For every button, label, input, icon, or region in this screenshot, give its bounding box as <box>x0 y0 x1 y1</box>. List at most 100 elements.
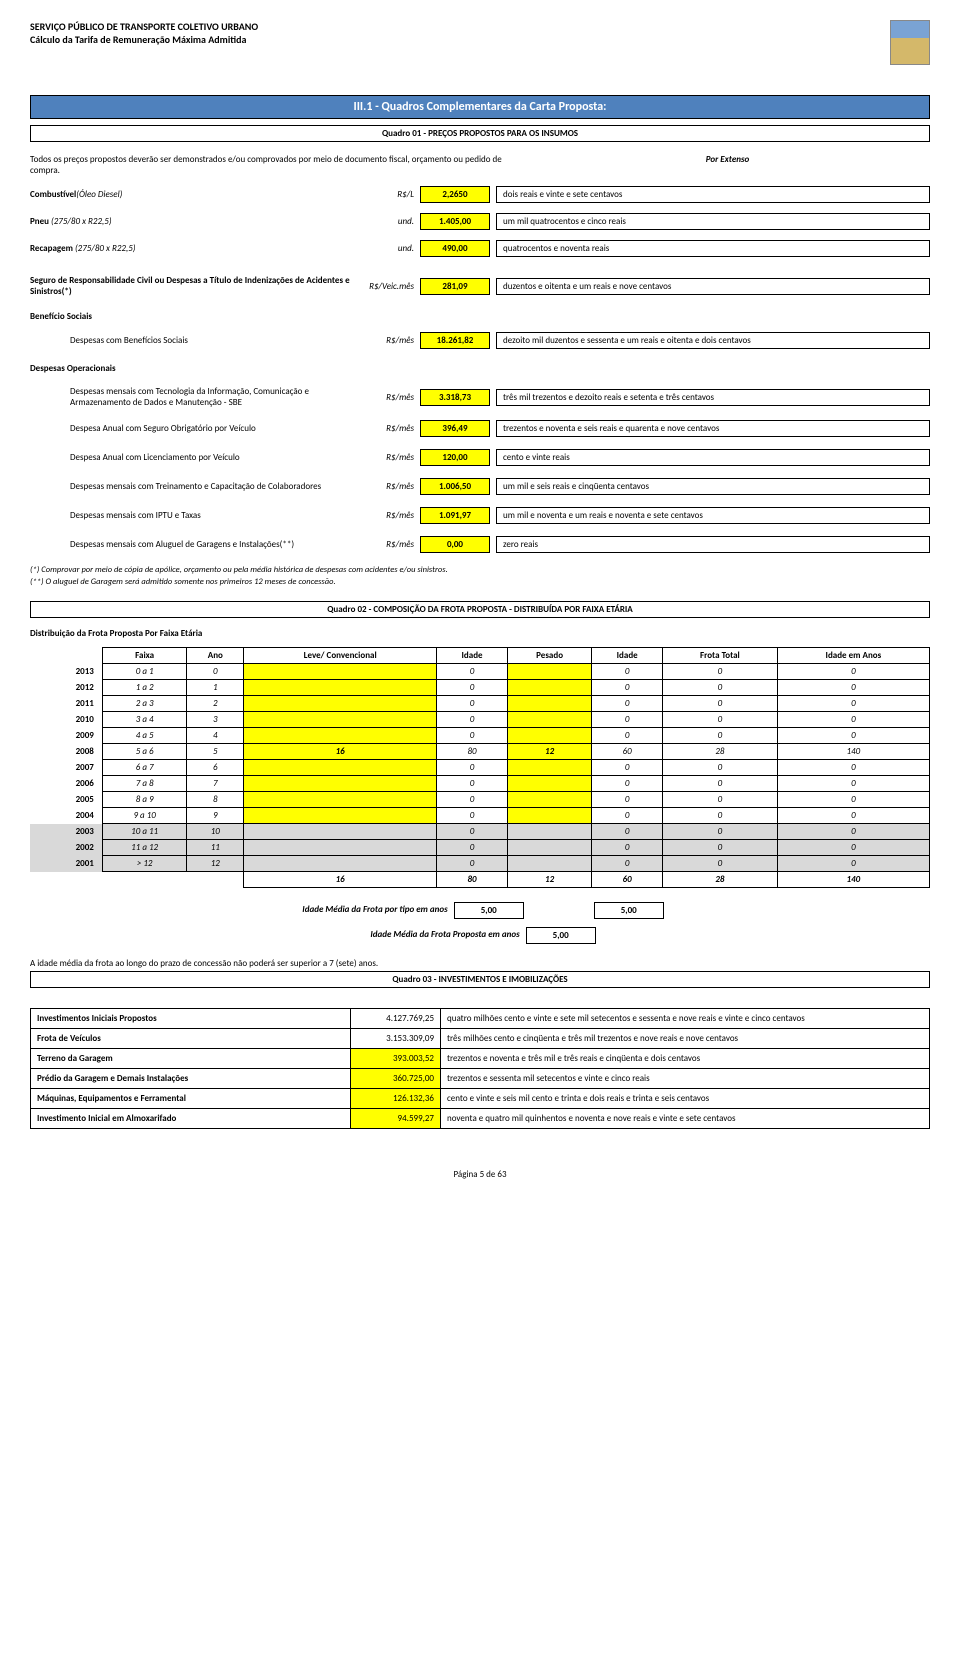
header-line2: Cálculo da Tarifa de Remuneração Máxima … <box>30 33 258 46</box>
price-ext: quatrocentos e noventa reais <box>496 240 930 257</box>
despesa-unit: R$/mês <box>350 539 420 550</box>
note1: (*) Comprovar por meio de cópia de apóli… <box>30 565 930 575</box>
invest-row: Investimento Inicial em Almoxarifado 94.… <box>31 1109 930 1129</box>
despesa-value: 120,00 <box>420 449 490 466</box>
page-footer: Página 5 de 63 <box>30 1169 930 1180</box>
price-unit: und. <box>350 243 420 254</box>
price-label: Combustível(Óleo Diesel) <box>30 189 350 200</box>
despesa-value: 0,00 <box>420 536 490 553</box>
frota-table: FaixaAnoLeve/ ConvencionalIdadePesadoIda… <box>30 647 930 888</box>
frota-col-header: Faixa <box>102 648 187 664</box>
quadro03-title: Quadro 03 - INVESTIMENTOS E IMOBILIZAÇÕE… <box>30 971 930 988</box>
despesa-value: 1.091,97 <box>420 507 490 524</box>
table-row: 2003 10 a 11 10 0 0 0 0 <box>30 824 930 840</box>
quadro02-title: Quadro 02 - COMPOSIÇÃO DA FROTA PROPOSTA… <box>30 601 930 618</box>
seguro-label: Seguro de Responsabilidade Civil ou Desp… <box>30 275 350 297</box>
despesa-row: Despesas mensais com Aluguel de Garagens… <box>70 536 930 553</box>
despesa-ext: cento e vinte reais <box>496 449 930 466</box>
invest-label: Frota de Veículos <box>31 1029 351 1049</box>
seguro-value: 281,09 <box>420 278 490 295</box>
frota-total-row: 1680 1260 28140 <box>30 872 930 888</box>
seguro-row: Seguro de Responsabilidade Civil ou Desp… <box>30 275 930 297</box>
invest-value: 4.127.769,25 <box>351 1009 441 1029</box>
table-row: 2012 1 a 2 1 0 0 0 0 <box>30 680 930 696</box>
idade-media-label1: Idade Média da Frota por tipo em anos <box>296 902 453 919</box>
frota-col-header: Leve/ Convencional <box>244 648 437 664</box>
invest-ext: quatro milhões cento e vinte e sete mil … <box>441 1009 930 1029</box>
price-row: Combustível(Óleo Diesel) R$/L 2,2650 doi… <box>30 186 930 203</box>
despesa-unit: R$/mês <box>350 452 420 463</box>
despesa-label: Despesas mensais com Aluguel de Garagens… <box>70 539 350 550</box>
table-row: 2001 > 12 12 0 0 0 0 <box>30 856 930 872</box>
invest-label: Terreno da Garagem <box>31 1049 351 1069</box>
invest-value: 393.003,52 <box>351 1049 441 1069</box>
despesa-unit: R$/mês <box>350 510 420 521</box>
table-row: 2002 11 a 12 11 0 0 0 0 <box>30 840 930 856</box>
beneficio-unit: R$/mês <box>350 335 420 346</box>
seguro-unit: R$/Veic.mês <box>350 281 420 292</box>
despesa-unit: R$/mês <box>350 481 420 492</box>
frota-col-header: Ano <box>187 648 244 664</box>
page-header: SERVIÇO PÚBLICO DE TRANSPORTE COLETIVO U… <box>30 20 930 65</box>
table-row: 2008 5 a 6 5 16 80 12 60 28 140 <box>30 744 930 760</box>
frota-col-header: Frota Total <box>663 648 778 664</box>
seguro-ext: duzentos e oitenta e um reais e nove cen… <box>496 278 930 295</box>
invest-row: Frota de Veículos 3.153.309,09 três milh… <box>31 1029 930 1049</box>
invest-value: 360.725,00 <box>351 1069 441 1089</box>
despesa-value: 1.006,50 <box>420 478 490 495</box>
price-unit: R$/L <box>350 189 420 200</box>
beneficio-value: 18.261,82 <box>420 332 490 349</box>
table-row: 2010 3 a 4 3 0 0 0 0 <box>30 712 930 728</box>
invest-label: Investimento Inicial em Almoxarifado <box>31 1109 351 1129</box>
despesa-value: 396,49 <box>420 420 490 437</box>
invest-value: 3.153.309,09 <box>351 1029 441 1049</box>
idade-media-v1: 5,00 <box>454 902 524 919</box>
invest-ext: cento e vinte e seis mil cento e trinta … <box>441 1089 930 1109</box>
idade-media-label2: Idade Média da Frota Proposta em anos <box>364 927 525 944</box>
price-label: Pneu (275/80 x R22,5) <box>30 216 350 227</box>
despesa-unit: R$/mês <box>350 392 420 403</box>
invest-label: Máquinas, Equipamentos e Ferramental <box>31 1089 351 1109</box>
invest-ext: trezentos e sessenta mil setecentos e vi… <box>441 1069 930 1089</box>
intro-row: Todos os preços propostos deverão ser de… <box>30 154 930 176</box>
despesa-label: Despesas mensais com Tecnologia da Infor… <box>70 386 350 408</box>
invest-ext: três milhões cento e cinqüenta e três mi… <box>441 1029 930 1049</box>
por-extenso-label: Por Extenso <box>525 154 930 176</box>
price-ext: um mil quatrocentos e cinco reais <box>496 213 930 230</box>
quadro01-title: Quadro 01 - PREÇOS PROPOSTOS PARA OS INS… <box>30 125 930 142</box>
despesa-ext: um mil e noventa e um reais e noventa e … <box>496 507 930 524</box>
despesa-ext: três mil trezentos e dezoito reais e set… <box>496 389 930 406</box>
despesa-value: 3.318,73 <box>420 389 490 406</box>
invest-ext: noventa e quatro mil quinhentos e novent… <box>441 1109 930 1129</box>
invest-ext: trezentos e noventa e três mil e três re… <box>441 1049 930 1069</box>
price-value: 490,00 <box>420 240 490 257</box>
section-title: III.1 - Quadros Complementares da Carta … <box>30 95 930 119</box>
header-text: SERVIÇO PÚBLICO DE TRANSPORTE COLETIVO U… <box>30 20 258 46</box>
idade-note: A idade média da frota ao longo do prazo… <box>30 958 930 969</box>
table-row: 2005 8 a 9 8 0 0 0 0 <box>30 792 930 808</box>
table-row: 2011 2 a 3 2 0 0 0 0 <box>30 696 930 712</box>
frota-col-header: Idade <box>437 648 508 664</box>
price-row: Pneu (275/80 x R22,5) und. 1.405,00 um m… <box>30 213 930 230</box>
despesa-ext: um mil e seis reais e cinqüenta centavos <box>496 478 930 495</box>
frota-col-header: Pesado <box>507 648 591 664</box>
beneficio-row: Despesas com Benefícios Sociais R$/mês 1… <box>70 332 930 349</box>
despesa-ext: trezentos e noventa e seis reais e quare… <box>496 420 930 437</box>
frota-col-header: Idade em Anos <box>777 648 929 664</box>
invest-label: Investimentos Iniciais Propostos <box>31 1009 351 1029</box>
beneficio-label: Despesas com Benefícios Sociais <box>70 335 350 346</box>
invest-row: Investimentos Iniciais Propostos 4.127.7… <box>31 1009 930 1029</box>
price-ext: dois reais e vinte e sete centavos <box>496 186 930 203</box>
table-row: 2006 7 a 8 7 0 0 0 0 <box>30 776 930 792</box>
despesa-ext: zero reais <box>496 536 930 553</box>
despesa-row: Despesas mensais com Tecnologia da Infor… <box>70 386 930 408</box>
idade-media-v2: 5,00 <box>594 902 664 919</box>
crest-icon <box>890 20 930 65</box>
frota-col-header: Idade <box>592 648 663 664</box>
invest-row: Máquinas, Equipamentos e Ferramental 126… <box>31 1089 930 1109</box>
price-label: Recapagem (275/80 x R22,5) <box>30 243 350 254</box>
despesa-row: Despesas mensais com IPTU e Taxas R$/mês… <box>70 507 930 524</box>
table-row: 2007 6 a 7 6 0 0 0 0 <box>30 760 930 776</box>
price-value: 1.405,00 <box>420 213 490 230</box>
idade-media-tipo: Idade Média da Frota por tipo em anos 5,… <box>30 902 930 919</box>
